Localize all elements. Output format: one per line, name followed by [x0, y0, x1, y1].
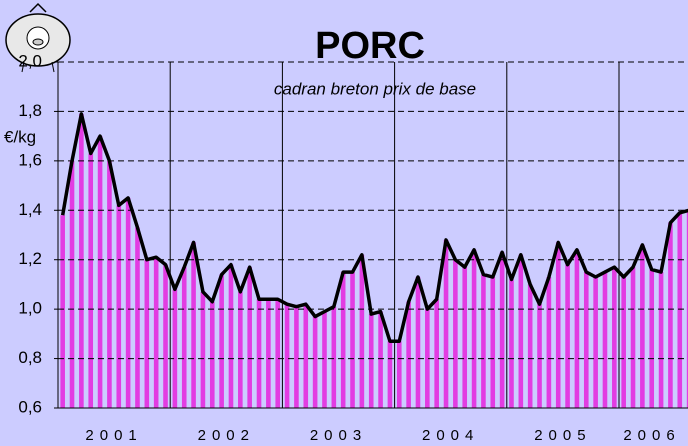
x-tick-label: 2001	[85, 427, 142, 444]
bar	[107, 160, 112, 408]
bar	[546, 277, 552, 408]
bar	[649, 269, 655, 408]
pig-icon	[5, 2, 71, 73]
bar	[312, 316, 318, 408]
bar	[462, 267, 468, 408]
bar	[612, 267, 617, 408]
y-tick-label: 1,0	[18, 299, 42, 318]
bar	[228, 264, 234, 408]
bar	[200, 291, 206, 408]
bar	[406, 301, 411, 408]
bar	[425, 309, 430, 408]
bar	[135, 227, 140, 408]
chart-subtitle: cadran breton prix de base	[274, 79, 476, 98]
bar	[658, 272, 664, 408]
bar	[97, 136, 103, 408]
bar	[378, 311, 383, 408]
y-tick-label: 0,8	[18, 348, 42, 367]
bar	[453, 259, 458, 408]
bar	[219, 274, 224, 408]
x-tick-label: 2006	[623, 427, 680, 444]
bar	[490, 277, 496, 408]
bar	[630, 267, 636, 408]
y-tick-label: 1,6	[18, 150, 42, 169]
bar	[294, 306, 299, 408]
bar	[518, 254, 524, 408]
bar	[153, 257, 159, 408]
chart-title: PORC	[315, 25, 425, 67]
bar	[527, 284, 533, 408]
bar	[340, 272, 346, 408]
bar	[181, 267, 187, 408]
bar	[668, 222, 673, 408]
bar	[275, 299, 281, 408]
y-axis-label: €/kg	[4, 127, 36, 146]
bar	[266, 299, 271, 408]
y-tick-label: 0,6	[18, 397, 42, 416]
bar	[443, 239, 449, 408]
y-tick-label: 2,0	[18, 51, 42, 70]
bar	[537, 304, 542, 408]
bar	[368, 314, 374, 408]
x-tick-label: 2002	[198, 427, 255, 444]
bar	[238, 291, 243, 408]
y-tick-label: 1,2	[18, 249, 42, 268]
bar	[116, 205, 122, 408]
bar	[331, 306, 337, 408]
bar	[481, 274, 486, 408]
bar	[350, 272, 355, 408]
bar	[499, 252, 505, 408]
bar	[163, 264, 168, 408]
bar	[555, 242, 561, 408]
y-tick-label: 1,4	[18, 200, 42, 219]
bar	[574, 249, 580, 408]
bar	[88, 153, 94, 408]
bar	[247, 267, 252, 408]
plot-area	[54, 61, 688, 409]
bar	[396, 341, 402, 408]
bar	[602, 272, 608, 408]
x-tick-label: 2003	[310, 427, 367, 444]
bar	[209, 301, 215, 408]
bar	[256, 299, 262, 408]
bar	[509, 279, 514, 408]
bar	[79, 113, 84, 409]
bar	[125, 197, 131, 408]
y-tick-label: 1,8	[18, 101, 42, 120]
bar	[60, 215, 65, 408]
bar	[69, 160, 75, 408]
bar	[359, 254, 365, 408]
x-tick-label: 2005	[534, 427, 591, 444]
bar	[144, 259, 150, 408]
bar	[471, 249, 477, 408]
bar	[640, 244, 645, 408]
bar	[191, 242, 196, 408]
bar	[322, 311, 327, 408]
bar	[415, 277, 421, 408]
price-line	[60, 112, 688, 344]
bar	[284, 304, 290, 408]
bar	[621, 277, 626, 408]
bar	[686, 210, 688, 408]
bar	[434, 299, 439, 408]
bar	[677, 212, 683, 408]
bar	[387, 341, 393, 408]
bar	[303, 304, 309, 408]
bar	[172, 289, 178, 408]
bar	[593, 277, 598, 408]
x-tick-label: 2004	[422, 427, 479, 444]
bar	[583, 272, 589, 408]
bar	[565, 264, 570, 408]
